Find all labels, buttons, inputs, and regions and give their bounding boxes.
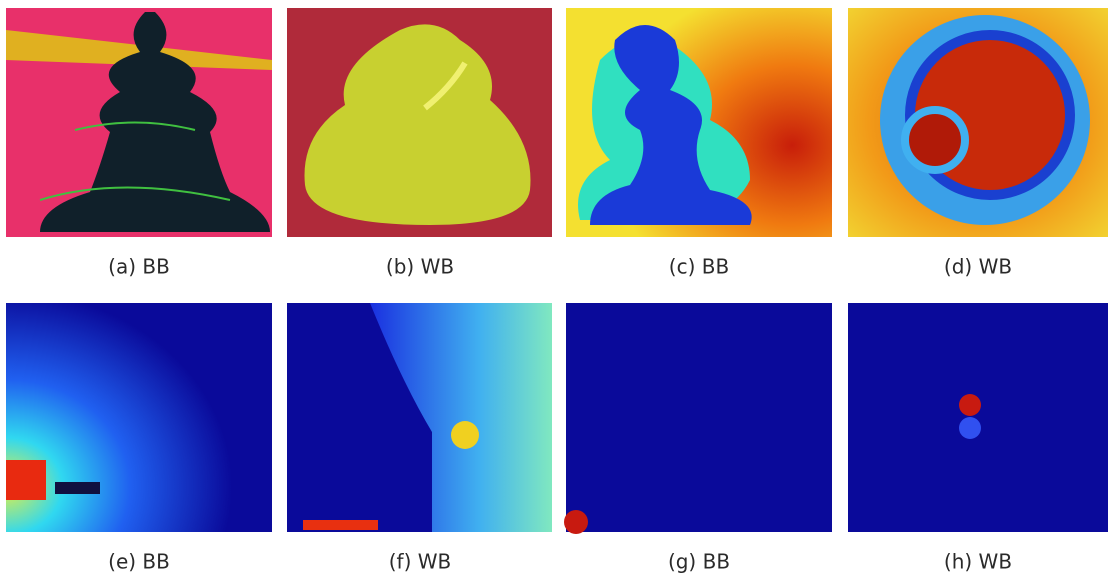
panel-image: [848, 8, 1108, 237]
caption: (a) BB: [108, 255, 170, 279]
panel-image: [566, 8, 832, 237]
caption: (h) WB: [944, 550, 1012, 574]
panel-image: [6, 8, 272, 237]
caption: (g) BB: [668, 550, 730, 574]
caption: (c) BB: [669, 255, 729, 279]
panel-image: [287, 8, 552, 237]
panel-image: [848, 303, 1108, 532]
panel-image: [287, 303, 552, 532]
caption: (b) WB: [386, 255, 454, 279]
caption: (f) WB: [389, 550, 452, 574]
panel-image: [564, 303, 832, 534]
page: {"panels": [ {"caption": "(a) BB"}, {"ca…: [0, 0, 1108, 579]
caption: (d) WB: [944, 255, 1012, 279]
panel-image: [6, 303, 272, 532]
figure: (a) BB (b) WB (c) BB (d) WB (e) BB (f) WB (g) …: [0, 0, 1108, 579]
caption: (e) BB: [108, 550, 170, 574]
